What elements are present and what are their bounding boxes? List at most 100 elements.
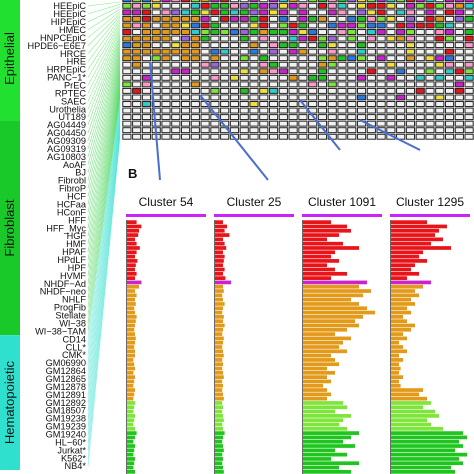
heatmap-cell [464, 48, 474, 55]
heatmap-cell [220, 94, 230, 101]
heatmap-cell [337, 127, 347, 134]
cell-line-label: HCFaa [57, 199, 87, 209]
heatmap-cell [141, 42, 152, 49]
heatmap-cell [229, 107, 240, 114]
heatmap-cell [376, 133, 386, 140]
heatmap-cell [405, 35, 416, 42]
cluster-bar [127, 465, 134, 470]
heatmap-cell [210, 94, 220, 101]
heatmap-cell [249, 42, 259, 49]
cell-line-label: HRCE [60, 49, 86, 59]
heatmap-cell [180, 107, 191, 114]
heatmap-cell [220, 61, 230, 68]
heatmap-cell [239, 81, 249, 88]
heatmap-cell [327, 107, 337, 114]
heatmap-cell [298, 133, 308, 140]
cell-line-label: NB4* [65, 461, 87, 471]
heatmap-cell [337, 29, 347, 35]
heatmap-cell [268, 22, 279, 29]
heatmap-cell [435, 133, 445, 140]
cell-line-label: UT189 [58, 112, 86, 122]
heatmap-cell [386, 29, 396, 35]
heatmap-cell [337, 2, 347, 9]
cluster-bar [303, 358, 335, 362]
heatmap-cell [386, 22, 396, 29]
heatmap-cell [180, 127, 191, 134]
heatmap-cell [151, 55, 161, 62]
heatmap-cell [151, 74, 161, 81]
heatmap-cell [288, 48, 298, 55]
heatmap-cell [278, 42, 288, 49]
heatmap-cell [425, 114, 435, 121]
heatmap-cell [200, 35, 210, 42]
heatmap-cell [298, 74, 308, 81]
cluster-bar [303, 418, 343, 423]
heatmap-cell [171, 133, 181, 140]
heatmap-cell [249, 48, 259, 55]
heatmap-cell [200, 120, 210, 127]
heatmap-cell [298, 107, 308, 114]
heatmap-cell [161, 120, 171, 127]
heatmap-cell [161, 29, 171, 35]
cluster-bar [127, 310, 135, 315]
heatmap-cell [337, 15, 347, 22]
fan-line [87, 60, 121, 205]
heatmap-cell [425, 29, 435, 35]
heatmap-cell [200, 2, 210, 9]
cluster-bar [303, 461, 359, 466]
heatmap-cell [317, 55, 328, 62]
cluster-bar [303, 388, 327, 392]
group-label-hematopoietic: Hematopoietic [2, 361, 17, 445]
cluster-connector [149, 61, 161, 181]
heatmap-cell [288, 74, 298, 81]
fan-line [87, 25, 121, 86]
fan-line [87, 125, 121, 427]
cluster-bar [215, 319, 223, 324]
cell-line-label: AoAF [63, 160, 86, 170]
cluster-connector [199, 94, 269, 181]
heatmap-cell [239, 114, 249, 121]
heatmap-cell [122, 127, 132, 134]
heatmap-cell [229, 0, 240, 3]
fan-line [87, 83, 121, 284]
heatmap-cell [249, 35, 259, 42]
cluster-bar [215, 271, 223, 276]
heatmap-cell [366, 87, 376, 94]
heatmap-cell [210, 15, 220, 22]
heatmap-cell [259, 74, 269, 81]
heatmap-cell [288, 114, 298, 121]
cluster-bar [391, 267, 411, 272]
heatmap-cell [464, 133, 474, 140]
heatmap-cell [405, 101, 416, 107]
heatmap-cell [141, 55, 152, 62]
heatmap-cell [317, 29, 328, 35]
heatmap-cell [190, 87, 200, 94]
heatmap-cell [347, 0, 357, 3]
heatmap-cell [444, 120, 455, 127]
heatmap-cell [171, 0, 181, 3]
heatmap-cell [444, 61, 455, 68]
heatmap-cell [190, 68, 200, 75]
heatmap-cell [171, 42, 181, 49]
cluster-bar [303, 336, 351, 341]
heatmap-cell [347, 101, 357, 107]
heatmap-cell [180, 120, 191, 127]
heatmap-cell [190, 48, 200, 55]
heatmap-cell [308, 35, 318, 42]
heatmap-cell [151, 101, 161, 107]
cluster-title: Cluster 1295 [396, 195, 464, 209]
heatmap-cell [288, 107, 298, 114]
cluster-bar [127, 358, 134, 362]
heatmap-cell [405, 68, 416, 75]
cell-line-label: HEEpiC [53, 9, 86, 19]
heatmap-cell [220, 81, 230, 88]
heatmap-cell [435, 81, 445, 88]
heatmap-cell [171, 15, 181, 22]
cluster-bar [215, 302, 225, 306]
heatmap-cell [268, 61, 279, 68]
cluster-bar [215, 435, 223, 440]
heatmap-cell [317, 61, 328, 68]
heatmap-cell [278, 87, 288, 94]
heatmap-cell [259, 9, 269, 16]
heatmap-cell [444, 15, 455, 22]
